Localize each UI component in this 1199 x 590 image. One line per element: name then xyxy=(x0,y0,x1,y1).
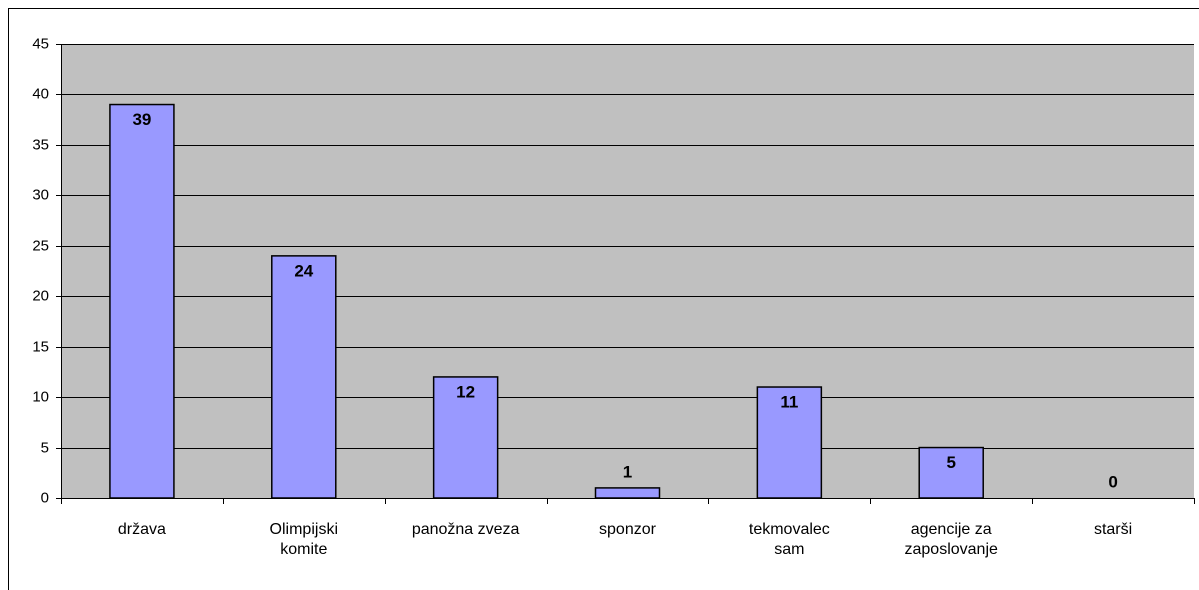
y-tick-label: 15 xyxy=(32,338,49,355)
plot-area xyxy=(61,44,1194,498)
y-tick-label: 0 xyxy=(41,489,49,506)
x-tick-label: Olimpijski komite xyxy=(269,521,338,558)
y-tick-label: 5 xyxy=(41,439,49,456)
x-tick-label: agencije za zaposlovanje xyxy=(904,521,998,558)
data-label: 5 xyxy=(946,453,955,472)
y-tick-label: 30 xyxy=(32,186,49,203)
chart-border xyxy=(8,8,1199,590)
bar xyxy=(756,386,823,499)
y-tick-label: 20 xyxy=(32,287,49,304)
data-label: 24 xyxy=(294,261,313,280)
data-label: 39 xyxy=(132,110,151,129)
bar xyxy=(918,446,984,499)
bar xyxy=(109,103,175,499)
x-tick-label: starši xyxy=(1093,521,1133,538)
bar xyxy=(594,487,661,499)
bar xyxy=(271,255,337,499)
data-label: 12 xyxy=(456,382,475,401)
x-tick-label: tekmovalec sam xyxy=(748,521,830,558)
y-tick-label: 35 xyxy=(32,136,49,153)
data-label: 11 xyxy=(780,393,798,412)
y-tick-label: 45 xyxy=(32,35,49,52)
y-tick-label: 10 xyxy=(32,388,49,405)
y-tick-label: 25 xyxy=(32,237,49,254)
x-tick-label: sponzor xyxy=(599,521,656,538)
bar xyxy=(432,376,499,499)
x-tick-label: panožna zveza xyxy=(411,521,520,538)
data-label: 1 xyxy=(623,462,632,481)
data-label: 0 xyxy=(1108,472,1117,491)
y-tick-label: 40 xyxy=(32,85,49,102)
x-tick-label: država xyxy=(117,521,166,538)
